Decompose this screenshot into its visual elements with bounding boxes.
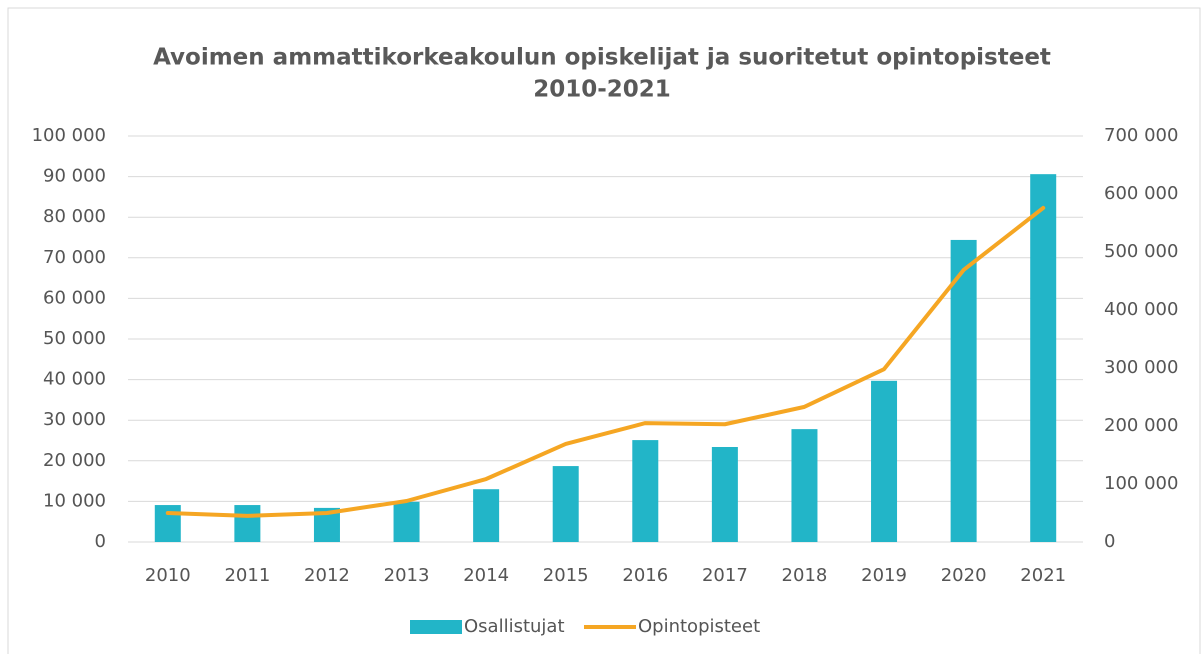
bar <box>473 489 500 542</box>
chart-title: 2010-2021 <box>533 77 671 103</box>
x-tick-label: 2015 <box>543 565 589 586</box>
y-tick-label: 70 000 <box>43 247 106 268</box>
bar <box>234 505 261 542</box>
bar <box>632 440 659 542</box>
line <box>165 205 1046 518</box>
y2-tick-label: 500 000 <box>1104 241 1178 262</box>
x-tick-label: 2018 <box>782 565 828 586</box>
x-tick-label: 2013 <box>384 565 430 586</box>
y-tick-label: 30 000 <box>43 409 106 430</box>
y-tick-label: 60 000 <box>43 287 106 308</box>
bar <box>552 466 579 542</box>
x-tick-label: 2021 <box>1020 565 1066 586</box>
bar <box>871 380 898 542</box>
y-tick-label: 40 000 <box>43 369 106 390</box>
x-tick-label: 2011 <box>224 565 270 586</box>
y-tick-label: 90 000 <box>43 166 106 187</box>
x-tick-label: 2010 <box>145 565 191 586</box>
y-tick-label: 100 000 <box>32 125 106 146</box>
y2-tick-label: 600 000 <box>1104 183 1178 204</box>
y-tick-label: 50 000 <box>43 328 106 349</box>
x-tick-label: 2016 <box>622 565 668 586</box>
y-tick-label: 0 <box>95 531 106 552</box>
bar <box>393 501 420 542</box>
y2-tick-label: 400 000 <box>1104 299 1178 320</box>
bar <box>711 446 738 542</box>
y2-tick-label: 700 000 <box>1104 125 1178 146</box>
y2-tick-label: 100 000 <box>1104 473 1178 494</box>
x-tick-label: 2014 <box>463 565 509 586</box>
legend-swatch <box>410 620 462 634</box>
legend-label: Opintopisteet <box>638 616 760 637</box>
y2-tick-label: 0 <box>1104 531 1115 552</box>
x-tick-label: 2019 <box>861 565 907 586</box>
frame <box>7 7 1201 654</box>
y-tick-label: 20 000 <box>43 450 106 471</box>
x-tick-label: 2017 <box>702 565 748 586</box>
legend-label: Osallistujat <box>464 616 565 637</box>
bar <box>154 505 181 542</box>
y2-tick-label: 300 000 <box>1104 357 1178 378</box>
bar <box>950 239 977 542</box>
y-tick-label: 10 000 <box>43 490 106 511</box>
y2-tick-label: 200 000 <box>1104 415 1178 436</box>
x-tick-label: 2012 <box>304 565 350 586</box>
chart-title: Avoimen ammattikorkeakoulun opiskelijat … <box>153 45 1051 71</box>
bar <box>791 429 818 542</box>
x-tick-label: 2020 <box>941 565 987 586</box>
bar <box>1030 174 1057 542</box>
y-tick-label: 80 000 <box>43 206 106 227</box>
